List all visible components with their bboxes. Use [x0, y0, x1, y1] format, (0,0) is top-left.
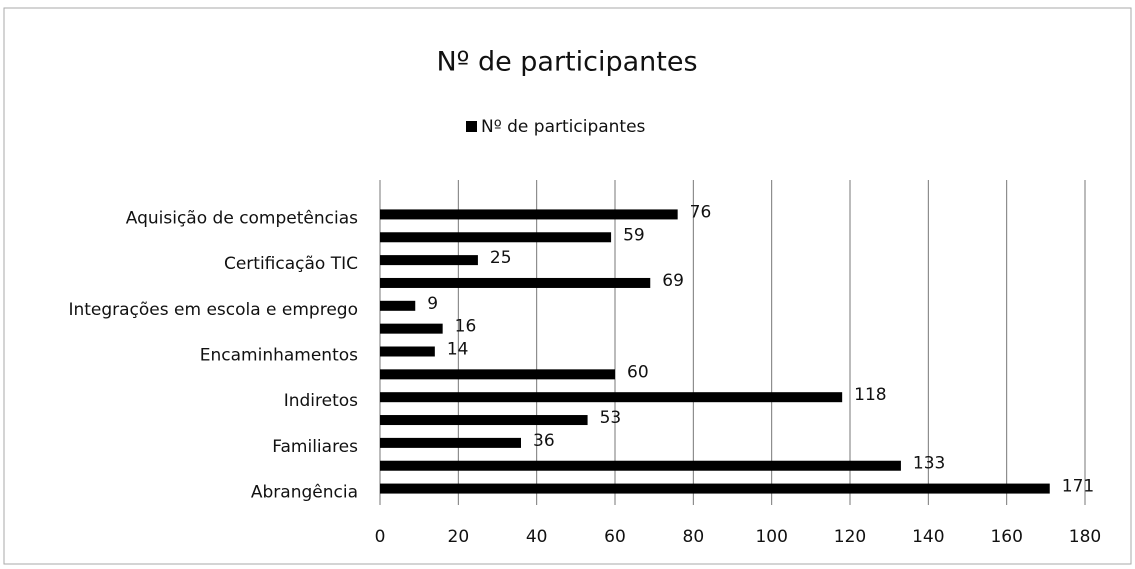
bar [380, 415, 588, 426]
bar [380, 209, 678, 220]
data-label: 60 [627, 362, 649, 382]
legend-swatch [466, 121, 477, 132]
data-label: 9 [427, 294, 438, 314]
data-label: 36 [533, 431, 555, 451]
chart-title: Nº de participantes [436, 47, 697, 78]
data-label: 25 [490, 248, 512, 268]
data-label: 53 [600, 408, 622, 428]
bar [380, 232, 612, 243]
bar [380, 483, 1050, 494]
data-label: 118 [854, 385, 886, 405]
bar [380, 346, 435, 357]
data-label: 16 [455, 317, 477, 337]
y-tick-label: Aquisição de competências [126, 208, 358, 228]
x-tick-label: 100 [755, 527, 787, 547]
y-tick-label: Encaminhamentos [200, 346, 358, 366]
y-tick-label: Certificação TIC [224, 254, 358, 274]
x-tick-label: 40 [526, 527, 548, 547]
bar [380, 460, 901, 471]
x-tick-label: 60 [604, 527, 626, 547]
bar [380, 369, 615, 380]
y-tick-label: Familiares [272, 437, 358, 457]
y-tick-label: Indiretos [284, 391, 358, 411]
bar [380, 437, 521, 448]
data-label: 171 [1062, 477, 1094, 497]
x-tick-label: 140 [912, 527, 944, 547]
x-tick-label: 80 [683, 527, 705, 547]
y-tick-label: Abrangência [251, 483, 358, 503]
data-label: 69 [662, 271, 684, 291]
data-label: 133 [913, 454, 945, 474]
chart-frame [3, 7, 1132, 565]
legend-label: Nº de participantes [481, 117, 646, 137]
x-tick-label: 20 [448, 527, 470, 547]
data-label: 14 [447, 340, 469, 360]
data-label: 59 [623, 225, 645, 245]
x-tick-label: 120 [834, 527, 866, 547]
bar [380, 323, 443, 334]
bar [380, 255, 478, 266]
bar [380, 300, 416, 311]
y-tick-label: Integrações em escola e emprego [68, 300, 358, 320]
data-label: 76 [690, 202, 712, 222]
x-tick-label: 160 [990, 527, 1022, 547]
x-tick-label: 0 [375, 527, 386, 547]
x-tick-label: 180 [1069, 527, 1101, 547]
bar [380, 392, 843, 403]
bar [380, 277, 651, 288]
